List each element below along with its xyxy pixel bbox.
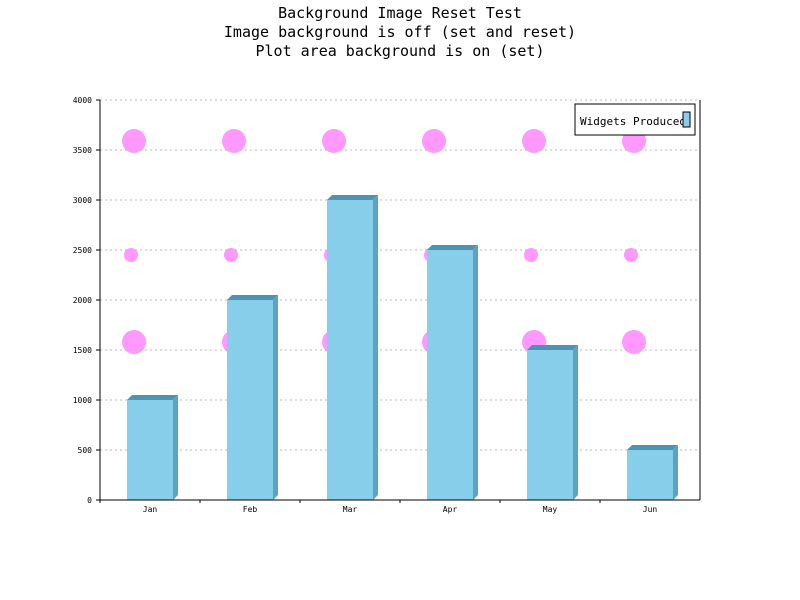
chart-title-line-3: Plot area background is on (set) <box>255 42 545 60</box>
y-tick-label: 2500 <box>73 246 92 255</box>
x-tick-label: Jun <box>643 505 658 514</box>
x-tick-label: Jan <box>143 505 158 514</box>
bar-front-face <box>127 400 173 500</box>
bar <box>527 345 578 500</box>
legend-swatch <box>682 111 691 128</box>
bar-side-face <box>473 245 478 500</box>
x-tick-label: May <box>543 505 558 514</box>
x-tick-label: Mar <box>343 505 358 514</box>
bar-side-face <box>173 395 178 500</box>
legend-box <box>574 103 696 136</box>
bar-front-face <box>627 450 673 500</box>
bar-side-face <box>273 295 278 500</box>
bar-front-face <box>227 300 273 500</box>
bar-top-face <box>227 295 278 300</box>
bar-front-face <box>327 200 373 500</box>
bar-side-face <box>673 445 678 500</box>
y-tick-label: 0 <box>87 496 92 505</box>
bar-top-face <box>627 445 678 450</box>
chart-title-line-2: Image background is off (set and reset) <box>223 23 577 41</box>
bar-side-face <box>573 345 578 500</box>
y-tick-label: 3500 <box>73 146 92 155</box>
y-tick-label: 1500 <box>73 346 92 355</box>
y-tick-label: 2000 <box>73 296 92 305</box>
bar <box>327 195 378 500</box>
bar-top-face <box>127 395 178 400</box>
y-tick-label: 4000 <box>73 96 92 105</box>
bar <box>227 295 278 500</box>
bar-top-face <box>327 195 378 200</box>
bar-front-face <box>527 350 573 500</box>
x-tick-label: Apr <box>443 505 458 514</box>
legend-label: Widgets Produced <box>580 115 686 128</box>
legend: Widgets Produced <box>574 103 696 136</box>
x-tick-label: Feb <box>243 505 258 514</box>
bar <box>427 245 478 500</box>
y-tick-label: 1000 <box>73 396 92 405</box>
bar-top-face <box>427 245 478 250</box>
chart-title-line-1: Background Image Reset Test <box>278 4 522 22</box>
bar-front-face <box>427 250 473 500</box>
bar-side-face <box>373 195 378 500</box>
bar <box>627 445 678 500</box>
y-tick-label: 3000 <box>73 196 92 205</box>
bar <box>127 395 178 500</box>
grid-lines <box>100 99 700 451</box>
y-tick-label: 500 <box>78 446 93 455</box>
bar-top-face <box>527 345 578 350</box>
